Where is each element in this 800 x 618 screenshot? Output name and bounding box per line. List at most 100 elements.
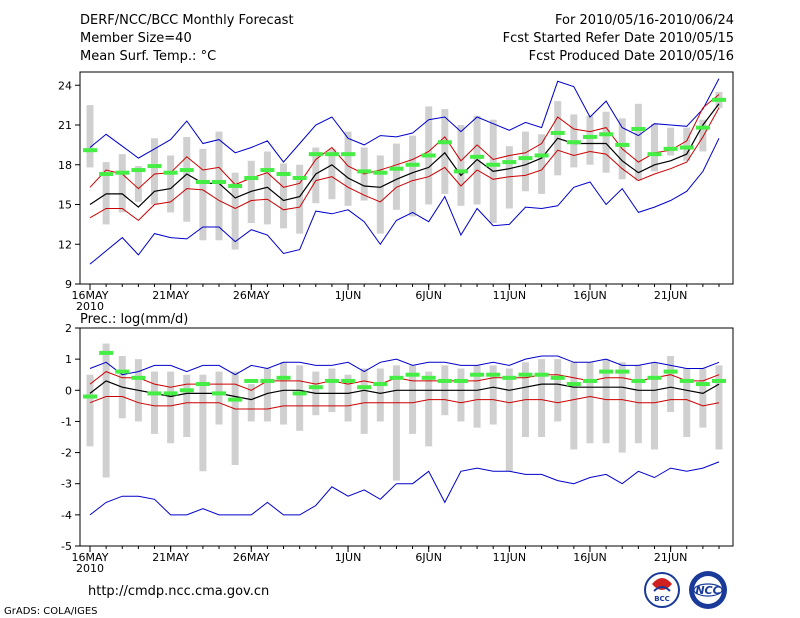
temp-x-tick-label: 11JUN — [493, 289, 527, 302]
prec-observed-mark — [550, 375, 565, 380]
temp-spread-box — [376, 155, 384, 234]
temp-observed-mark — [502, 160, 517, 165]
temp-observed-mark — [647, 152, 662, 157]
temp-spread-box — [667, 127, 675, 156]
temp-observed-mark — [83, 148, 97, 153]
temp-spread-box — [650, 123, 658, 172]
temp-observed-mark — [357, 169, 372, 174]
prec-observed-mark — [83, 394, 97, 399]
temp-y-tick-label: 24 — [58, 79, 72, 92]
temp-observed-mark — [212, 179, 227, 184]
member-size-label: Member Size=40 — [80, 31, 192, 46]
temp-observed-mark — [131, 168, 146, 173]
prec-spread-box — [344, 374, 352, 422]
prec-spread-box — [538, 359, 546, 437]
temperature-panel: 9 12 15 18 21 24 16MAY 21MAY 26MAY 1JUN 6JUN 11JUN 1… — [58, 71, 734, 313]
prec-spread-box — [247, 384, 255, 422]
prec-min-line — [89, 355, 720, 376]
prec-spread-box — [425, 371, 433, 447]
temp-min-line — [89, 78, 720, 163]
prec-observed-mark — [502, 375, 517, 380]
temp-observed-mark — [550, 130, 565, 135]
temp-spread-box — [602, 111, 610, 173]
prec-observed-mark — [373, 382, 388, 387]
prec-spread-box — [296, 365, 304, 431]
variable-label: Mean Surf. Temp.: °C — [80, 49, 216, 64]
temp-spread-box — [151, 138, 159, 205]
prec-observed-mark — [421, 375, 436, 380]
temp-spread-box — [280, 163, 288, 229]
prec-observed-mark — [470, 372, 485, 377]
temp-observed-mark — [308, 152, 323, 157]
temp-spread-box — [683, 127, 691, 161]
temp-spread-box — [296, 164, 304, 234]
temp-spread-box — [409, 135, 417, 217]
prec-spread-box — [328, 368, 336, 413]
prec-observed-mark — [292, 391, 307, 396]
prec-observed-mark — [453, 378, 468, 383]
temp-spread-box — [457, 125, 465, 206]
temp-observed-mark — [437, 140, 452, 145]
temp-observed-mark — [534, 153, 549, 158]
fcst-produced-label: Fcst Produced Date 2010/05/16 — [529, 49, 734, 64]
temp-observed-mark — [115, 170, 130, 175]
prec-observed-mark — [679, 378, 694, 383]
temp-observed-mark — [631, 126, 646, 131]
temperature-lines — [89, 78, 720, 265]
prec-year-label: 2010 — [76, 562, 104, 575]
prec-spread-box — [151, 371, 159, 434]
temp-y-tick-label: 18 — [58, 159, 72, 172]
prec-spread-box — [570, 362, 578, 450]
prec-observed-mark — [437, 378, 452, 383]
prec-observed-mark — [357, 385, 372, 390]
temp-x-tick-label: 16MAY — [72, 289, 109, 302]
prec-spread-box — [667, 356, 675, 413]
temp-spread-box — [521, 131, 529, 192]
prec-mean-line — [89, 380, 720, 401]
temp-observed-mark — [99, 172, 114, 177]
prec-spread-box — [586, 362, 594, 444]
temp-observed-mark — [163, 170, 178, 175]
temp-spread-box — [505, 146, 513, 209]
prec-y-tick-label: 0 — [65, 384, 72, 397]
prec-observed-mark — [695, 382, 710, 387]
prec-observed-mark — [147, 391, 162, 396]
prec-spread-box — [392, 365, 400, 481]
prec-x-tick-label: 21JUN — [654, 551, 688, 564]
temp-observed-mark — [228, 183, 243, 188]
prec-y-tick-label: 2 — [65, 322, 72, 335]
temperature-axes: 9 12 15 18 21 24 16MAY 21MAY 26MAY 1JUN 6JUN 11JUN 1… — [58, 79, 720, 313]
prec-spread-box — [715, 365, 723, 450]
chart-title: DERF/NCC/BCC Monthly Forecast — [80, 13, 294, 28]
temp-observed-mark — [695, 125, 710, 130]
prec-max-line — [89, 461, 720, 516]
prec-spread-box — [86, 374, 94, 447]
prec-spread-box — [231, 371, 239, 466]
temp-y-tick-label: 21 — [58, 119, 72, 132]
prec-spread-box — [554, 359, 562, 422]
precipitation-plot-frame — [79, 327, 734, 547]
prec-observed-mark — [99, 350, 114, 355]
temp-p90-line — [89, 94, 720, 190]
temp-observed-mark — [373, 170, 388, 175]
temp-observed-mark — [679, 145, 694, 150]
temp-x-tick-label: 16JUN — [573, 289, 607, 302]
precipitation-axes: -5 -4 -3 -2 -1 0 1 2 16MAY 21MAY 26MAY 1JUN 6JUN 11JU… — [61, 322, 720, 575]
prec-observed-mark — [566, 382, 581, 387]
temp-spread-box — [441, 109, 449, 194]
prec-observed-mark — [228, 397, 243, 402]
temp-y-tick-label: 15 — [58, 199, 72, 212]
prec-observed-mark — [615, 369, 630, 374]
temp-observed-mark — [147, 164, 162, 169]
prec-observed-mark — [518, 372, 533, 377]
prec-observed-mark — [534, 372, 549, 377]
prec-spread-box — [457, 368, 465, 422]
prec-observed-mark — [405, 372, 420, 377]
prec-y-tick-label: -3 — [61, 478, 72, 491]
prec-observed-mark — [663, 369, 678, 374]
prec-y-tick-label: -2 — [61, 447, 72, 460]
prec-observed-mark — [115, 369, 130, 374]
bcc-logo: BCC — [644, 572, 680, 608]
temp-spread-box — [102, 162, 110, 225]
prec-spread-box — [650, 362, 658, 450]
